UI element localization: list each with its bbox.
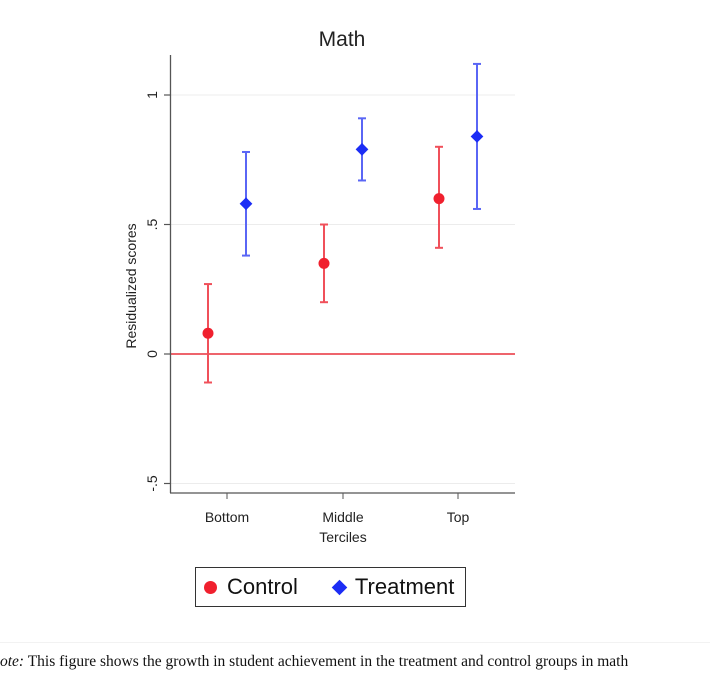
note-text: This figure shows the growth in student … xyxy=(24,653,629,670)
y-tick-label: .5 xyxy=(144,218,160,230)
divider xyxy=(0,642,710,643)
legend-item-treatment: Treatment xyxy=(306,574,454,600)
control-point xyxy=(318,257,330,269)
legend-label-treatment: Treatment xyxy=(354,574,455,599)
x-tick-label: Top xyxy=(447,509,470,525)
circle-marker-icon xyxy=(204,580,217,594)
y-axis-label: Residualized scores xyxy=(123,223,139,348)
legend-label-control: Control xyxy=(227,574,298,599)
diamond-marker-icon xyxy=(331,579,348,595)
legend: Control Treatment xyxy=(195,567,466,607)
legend-item-control: Control xyxy=(204,574,298,600)
x-tick-label: Bottom xyxy=(205,509,249,525)
control-point xyxy=(433,193,445,205)
y-tick-label: 1 xyxy=(144,91,160,99)
x-tick-label: Middle xyxy=(322,509,363,525)
treatment-point xyxy=(355,143,369,156)
figure-note: ote: This figure shows the growth in stu… xyxy=(0,653,628,671)
x-axis-label: Terciles xyxy=(319,529,366,545)
chart-title: Math xyxy=(319,28,366,51)
treatment-point xyxy=(470,130,484,143)
treatment-point xyxy=(239,197,253,211)
y-tick-label: 0 xyxy=(144,350,160,358)
note-label: ote: xyxy=(0,653,25,670)
chart: Math -.5 0 .5 1 Bottom Middle Top Residualize… xyxy=(123,28,515,545)
control-point xyxy=(202,327,214,339)
y-tick-label: -.5 xyxy=(144,475,160,492)
